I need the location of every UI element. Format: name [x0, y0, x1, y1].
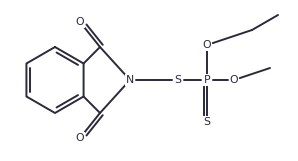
Text: S: S: [175, 75, 181, 85]
Text: P: P: [204, 75, 210, 85]
Text: O: O: [76, 133, 84, 143]
Text: O: O: [203, 40, 211, 50]
Text: O: O: [76, 17, 84, 27]
Text: O: O: [230, 75, 238, 85]
Text: N: N: [126, 75, 134, 85]
Text: S: S: [204, 117, 210, 127]
